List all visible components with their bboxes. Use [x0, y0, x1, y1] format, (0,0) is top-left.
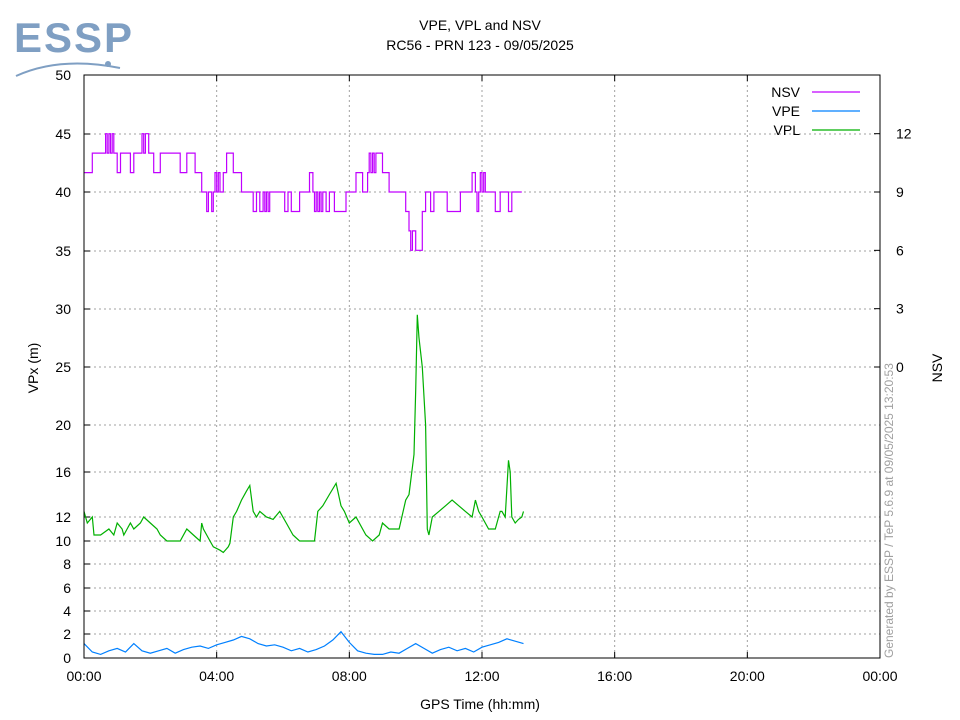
- y-tick-label: 35: [55, 243, 71, 259]
- vpl-series-line: [83, 314, 525, 554]
- vpe-series-line: [83, 630, 524, 656]
- legend-label-vpe: VPE: [772, 103, 800, 119]
- chart-subtitle: RC56 - PRN 123 - 09/05/2025: [386, 37, 574, 53]
- y-tick-label: 6: [63, 580, 71, 596]
- x-tick-label: 12:00: [464, 668, 499, 684]
- x-tick-label: 04:00: [199, 668, 234, 684]
- y-tick-label: 20: [55, 417, 71, 433]
- y-axis-label: VPx (m): [25, 343, 41, 394]
- y2-axis-label: NSV: [929, 353, 945, 382]
- y-tick-label: 10: [55, 533, 71, 549]
- series-group: [83, 133, 525, 656]
- y-tick-label: 30: [55, 301, 71, 317]
- y-tick-label: 4: [63, 603, 71, 619]
- y2-tick-label: 0: [896, 359, 904, 375]
- x-tick-label: 00:00: [66, 668, 101, 684]
- nsv-series-line: [84, 133, 522, 251]
- y-tick-label: 16: [55, 464, 71, 480]
- y2-tick-label: 9: [896, 184, 904, 200]
- logo-swoosh-dot: [105, 61, 111, 67]
- legend: NSV VPE VPL: [771, 84, 860, 138]
- chart-title: VPE, VPL and NSV: [419, 17, 541, 33]
- y-tick-label: 2: [63, 626, 71, 642]
- y-tick-label: 8: [63, 556, 71, 572]
- x-axis: 00:00 04:00 08:00 12:00 16:00 20:00 00:00: [66, 75, 898, 684]
- y-tick-label: 40: [55, 184, 71, 200]
- y-axis-right: 0 3 6 9 12: [874, 126, 912, 375]
- x-tick-label: 20:00: [730, 668, 765, 684]
- y2-tick-label: 12: [896, 126, 912, 142]
- legend-label-vpl: VPL: [774, 122, 801, 138]
- plot-frame: [83, 74, 881, 659]
- essp-logo: ESSP: [14, 14, 134, 77]
- x-axis-label: GPS Time (hh:mm): [420, 696, 540, 712]
- x-tick-label: 16:00: [597, 668, 632, 684]
- y-axis-left: 0 2 4 6 8 10 12 16 20 25 30 35 40 45 50: [55, 67, 90, 666]
- y-tick-label: 50: [55, 67, 71, 83]
- y2-tick-label: 3: [896, 301, 904, 317]
- y-tick-label: 12: [55, 509, 71, 525]
- x-tick-label: 08:00: [332, 668, 367, 684]
- y2-tick-label: 6: [896, 242, 904, 258]
- y-tick-label: 25: [55, 359, 71, 375]
- generated-by-watermark: Generated by ESSP / TeP 5.6.9 at 09/05/2…: [882, 363, 896, 658]
- y-tick-label: 0: [63, 650, 71, 666]
- y-tick-label: 45: [55, 126, 71, 142]
- legend-label-nsv: NSV: [771, 84, 800, 100]
- essp-logo-text: ESSP: [14, 14, 134, 61]
- gridlines: [84, 75, 880, 658]
- x-tick-label: 00:00: [862, 668, 897, 684]
